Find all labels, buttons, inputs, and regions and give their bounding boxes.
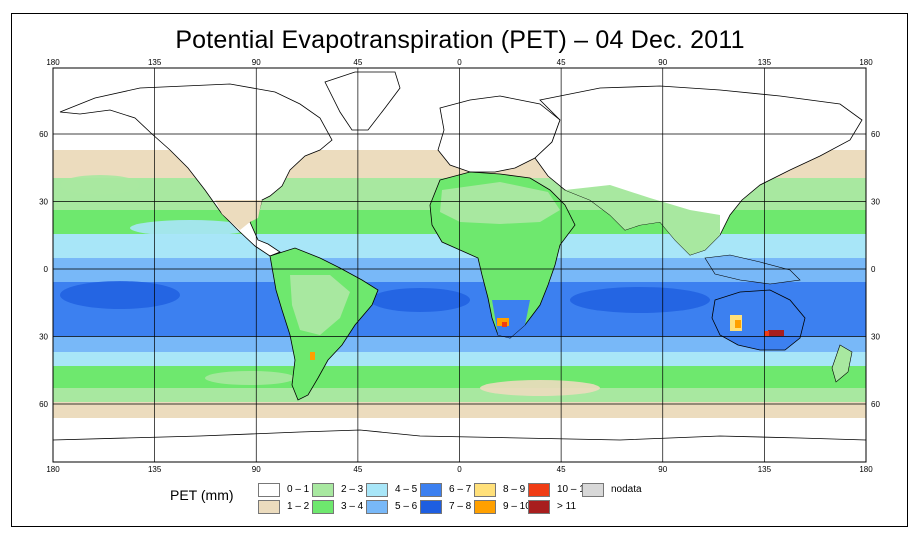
lon-tick-label-bottom: 180 <box>859 465 873 474</box>
lon-tick-label-top: 180 <box>859 58 873 67</box>
africa-sahara <box>440 182 560 224</box>
legend-swatch <box>312 483 334 497</box>
ocean-patch <box>130 220 250 236</box>
legend-title: PET (mm) <box>170 487 234 503</box>
ocean-patch <box>60 281 180 309</box>
lat-tick-label-right: 60 <box>871 130 880 139</box>
ocean-patch <box>480 380 600 396</box>
hotspot-australia-2 <box>735 320 741 328</box>
legend-label: 0 – 1 <box>287 484 310 495</box>
lon-tick-label-top: 90 <box>252 58 261 67</box>
ocean-patch <box>205 371 295 385</box>
legend-swatch <box>528 500 550 514</box>
lon-tick-label-bottom: 135 <box>148 465 162 474</box>
lat-tick-label-right: 30 <box>871 198 880 207</box>
legend: 0 – 1 1 – 2 2 – 3 3 – 4 4 – 5 5 – 6 6 – 7 7 – 8… <box>258 483 698 519</box>
legend-swatch <box>474 500 496 514</box>
lon-tick-label-top: 180 <box>46 58 60 67</box>
legend-swatch <box>528 483 550 497</box>
legend-label: 2 – 3 <box>341 484 364 495</box>
legend-swatch <box>420 500 442 514</box>
lon-tick-label-top: 0 <box>457 58 462 67</box>
legend-label: 1 – 2 <box>287 501 310 512</box>
legend-label: 3 – 4 <box>341 501 364 512</box>
hotspot-australia-4 <box>764 331 769 336</box>
legend-label: 4 – 5 <box>395 484 418 495</box>
lat-tick-label-left: 60 <box>39 400 48 409</box>
legend-swatch <box>420 483 442 497</box>
lat-tick-label-right: 0 <box>871 265 876 274</box>
legend-swatch <box>582 483 604 497</box>
legend-swatch <box>258 500 280 514</box>
legend-label: 7 – 8 <box>449 501 472 512</box>
ocean-patch <box>60 175 140 195</box>
legend-label: 6 – 7 <box>449 484 472 495</box>
legend-label: 8 – 9 <box>503 484 526 495</box>
lon-tick-label-bottom: 135 <box>758 465 772 474</box>
legend-swatch <box>258 483 280 497</box>
hotspot-australia-3 <box>768 330 784 336</box>
legend-swatch <box>312 500 334 514</box>
legend-swatch <box>474 483 496 497</box>
lat-tick-label-left: 30 <box>39 198 48 207</box>
lon-tick-label-top: 45 <box>353 58 362 67</box>
legend-label: > 11 <box>557 501 576 512</box>
legend-label: 5 – 6 <box>395 501 418 512</box>
lat-tick-label-right: 60 <box>871 400 880 409</box>
new-zealand <box>831 344 853 383</box>
lon-tick-label-bottom: 90 <box>252 465 261 474</box>
legend-swatch <box>366 500 388 514</box>
hotspot-s-africa-2 <box>502 322 507 327</box>
lon-tick-label-top: 45 <box>557 58 566 67</box>
south-america-inner <box>290 275 350 335</box>
map-border <box>52 67 867 463</box>
lon-tick-label-bottom: 0 <box>457 465 462 474</box>
lon-tick-label-top: 135 <box>148 58 162 67</box>
hotspot-argentina <box>310 352 315 360</box>
lon-tick-label-top: 135 <box>758 58 772 67</box>
lon-tick-label-top: 90 <box>658 58 667 67</box>
legend-label: 10 – 11 <box>557 484 590 495</box>
legend-swatch <box>366 483 388 497</box>
map-title: Potential Evapotranspiration (PET) – 04 … <box>175 26 745 54</box>
legend-label: 9 – 10 <box>503 501 531 512</box>
legend-label: nodata <box>611 484 642 495</box>
lat-tick-label-right: 30 <box>871 333 880 342</box>
greenland <box>324 71 401 131</box>
lon-tick-label-bottom: 90 <box>658 465 667 474</box>
lon-tick-label-bottom: 45 <box>557 465 566 474</box>
lat-tick-label-left: 30 <box>39 333 48 342</box>
africa-south <box>492 300 530 338</box>
ocean-patch <box>570 287 710 313</box>
lat-tick-label-left: 60 <box>39 130 48 139</box>
asia-south <box>565 185 720 255</box>
lat-tick-label-left: 0 <box>44 265 49 274</box>
lon-tick-label-bottom: 180 <box>46 465 60 474</box>
maritime-continent <box>704 254 801 285</box>
figure-frame <box>11 13 908 527</box>
lon-tick-label-bottom: 45 <box>353 465 362 474</box>
ocean-patch <box>370 288 470 312</box>
north-america-south <box>215 200 262 230</box>
